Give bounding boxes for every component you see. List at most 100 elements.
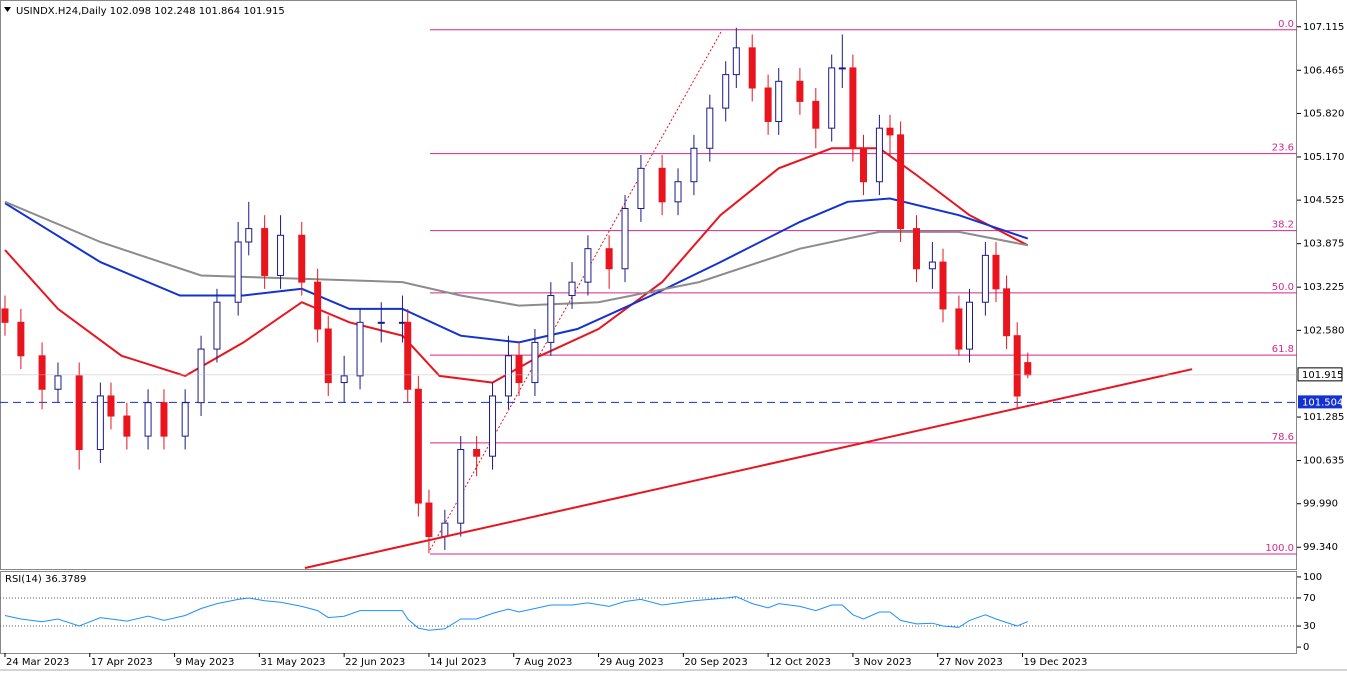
last-price-label: 101.915 [1302, 370, 1343, 381]
y-tick-label: 99.990 [1303, 499, 1338, 510]
x-tick-label: 29 Aug 2023 [600, 657, 664, 668]
y-tick-label: 103.875 [1303, 239, 1344, 250]
x-tick-label: 20 Sep 2023 [684, 657, 747, 668]
fib-label: 50.0 [1272, 282, 1294, 293]
candle-body [860, 147, 868, 183]
candle-body [965, 301, 973, 350]
rsi-tick-label: 70 [1303, 593, 1316, 604]
candle-body [928, 261, 936, 270]
candle-body [181, 402, 189, 437]
candle-body [1003, 288, 1011, 337]
candle-body [912, 228, 920, 270]
candle-body [160, 402, 168, 437]
candle-body [939, 261, 947, 310]
rsi-tick-label: 30 [1303, 621, 1316, 632]
y-tick-label: 107.115 [1303, 22, 1344, 33]
candle-body [314, 281, 322, 330]
title-arrow [4, 7, 11, 12]
candle-body [425, 502, 433, 538]
candle-body [674, 181, 682, 203]
candle-body [441, 522, 449, 538]
fib-trend [429, 30, 722, 551]
y-tick-label: 103.225 [1303, 282, 1344, 293]
moving-average [4, 147, 1029, 384]
candle-body [775, 80, 783, 122]
candle-body [414, 388, 422, 504]
x-tick-label: 7 Aug 2023 [515, 657, 573, 668]
fib-label: 78.6 [1272, 432, 1294, 443]
candle-body [886, 127, 894, 136]
candle-body [123, 415, 131, 437]
moving-average [4, 197, 1029, 344]
candle-body [261, 228, 269, 276]
chart-title: USINDX.H24,Daily 102.098 102.248 101.864… [16, 6, 285, 17]
y-tick-label: 106.465 [1303, 65, 1344, 76]
main-panel [0, 0, 1297, 570]
candle-body [992, 254, 1000, 290]
candle-body [690, 147, 698, 183]
candle-body [277, 234, 285, 276]
candle-body [1024, 362, 1032, 376]
candle-body [356, 321, 364, 377]
y-tick-label: 105.170 [1303, 152, 1344, 163]
candle-body [75, 375, 83, 451]
candle-body [197, 348, 205, 404]
candle-body [404, 321, 412, 390]
fib-label: 0.0 [1278, 19, 1294, 30]
y-tick-label: 99.340 [1303, 542, 1338, 553]
candle-body [234, 241, 242, 303]
y-tick-label: 105.820 [1303, 108, 1344, 119]
fib-label: 38.2 [1272, 220, 1294, 231]
candle-body [621, 208, 629, 270]
candle-body [107, 395, 115, 417]
y-tick-label: 104.525 [1303, 195, 1344, 206]
candle-body [17, 321, 25, 357]
x-tick-label: 24 Mar 2023 [6, 657, 69, 668]
candle-body [489, 395, 497, 457]
candle-body [473, 449, 481, 457]
candle-body [245, 228, 253, 243]
candle-body [584, 248, 592, 283]
fib-label: 61.8 [1272, 344, 1294, 355]
y-tick-label: 100.635 [1303, 456, 1344, 467]
candle-body [547, 295, 555, 343]
rsi-title: RSI(14) 36.3789 [5, 574, 86, 585]
candle-body [568, 281, 576, 297]
x-tick-label: 27 Nov 2023 [939, 657, 1003, 668]
candle-body [340, 375, 348, 384]
candle-body [1, 308, 9, 323]
candle-body [144, 402, 152, 437]
candle-body [812, 100, 820, 129]
x-tick-label: 14 Jul 2023 [430, 657, 487, 668]
fib-label: 100.0 [1265, 543, 1294, 554]
candle-body [796, 80, 804, 102]
x-tick-label: 31 May 2023 [260, 657, 325, 668]
candle-body [764, 87, 772, 122]
last-price-box [1297, 367, 1343, 382]
candle-body [955, 308, 963, 350]
candle-body [531, 341, 539, 384]
x-tick-label: 19 Dec 2023 [1023, 657, 1087, 668]
candle-body [54, 375, 62, 390]
candle-body [324, 328, 332, 384]
x-tick-label: 17 Apr 2023 [91, 657, 153, 668]
rsi-panel [0, 571, 1297, 654]
candle-body [377, 321, 385, 324]
candle-body [38, 355, 46, 390]
candle-body [298, 234, 306, 283]
candle-body [504, 355, 512, 397]
candle-body [722, 74, 730, 109]
candle-body [981, 254, 989, 303]
candle-body [457, 449, 465, 524]
support-box [1298, 395, 1342, 409]
moving-average [4, 200, 1028, 307]
x-tick-label: 22 Jun 2023 [345, 657, 405, 668]
x-tick-label: 12 Oct 2023 [769, 657, 831, 668]
candle-body [658, 167, 666, 203]
x-tick-label: 3 Nov 2023 [854, 657, 912, 668]
rsi-tick-label: 100 [1303, 572, 1322, 583]
rsi-line [4, 596, 1028, 631]
candle-body [213, 301, 221, 350]
